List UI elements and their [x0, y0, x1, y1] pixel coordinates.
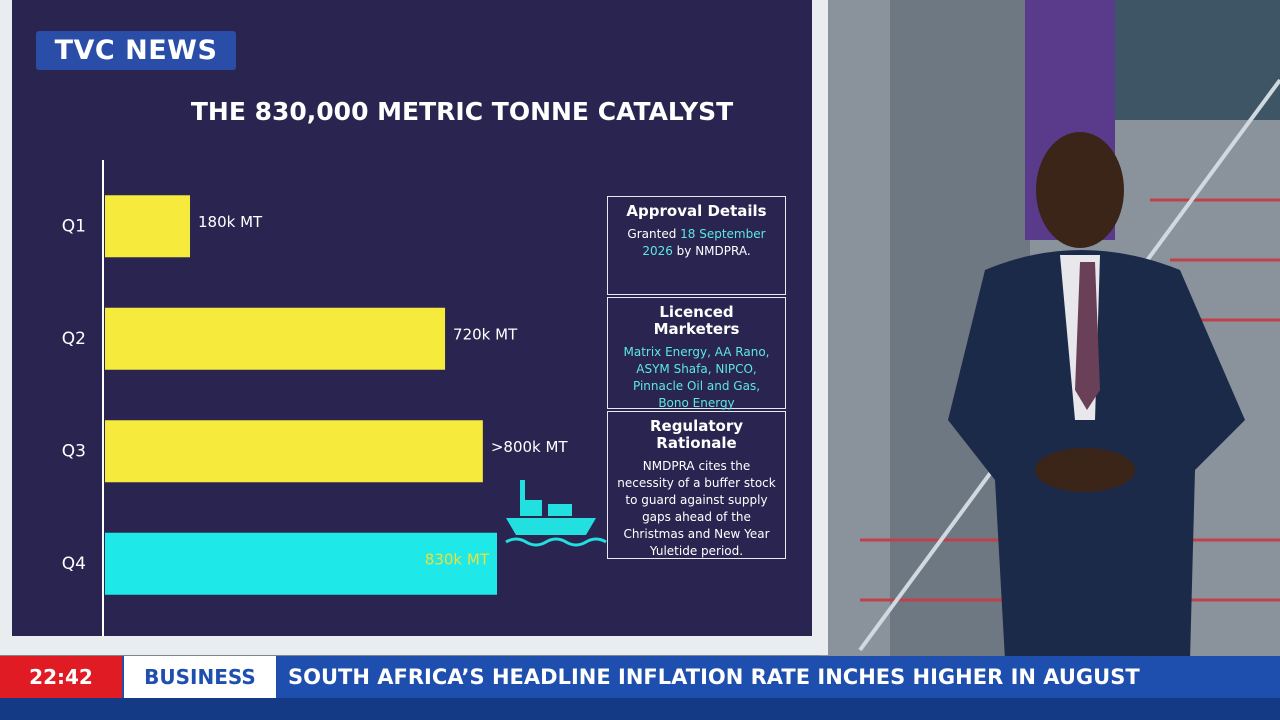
panel-text: Granted 18 September 2026 by NMDPRA.: [616, 226, 777, 260]
panel-text-date: 18 September 2026: [642, 227, 766, 258]
panel-title: Approval Details: [626, 202, 767, 220]
bar-value-label: 180k MT: [198, 213, 263, 231]
ticker-time: 22:42: [0, 656, 122, 698]
bar: [105, 195, 191, 258]
channel-logo: TVC NEWS: [36, 31, 236, 70]
panel-title: Licenced Marketers: [653, 303, 740, 338]
ticker-headline: SOUTH AFRICA’S HEADLINE INFLATION RATE I…: [288, 665, 1140, 689]
bar-value-label: 830k MT: [425, 550, 490, 568]
panel-text: Matrix Energy, AA Rano, ASYM Shafa, NIPC…: [623, 345, 770, 410]
chart-title: THE 830,000 METRIC TONNE CATALYST: [191, 97, 733, 126]
category-label: Q1: [62, 216, 86, 236]
panel-text-part: Granted: [627, 227, 681, 241]
panel-box: Regulatory Rationale NMDPRA cites the ne…: [607, 411, 786, 559]
panel-title: Regulatory Rationale: [649, 417, 744, 452]
panel-box: Approval Details Granted 18 September 20…: [607, 196, 786, 295]
category-label: Q3: [62, 441, 86, 461]
bar-value-label: >800k MT: [491, 438, 569, 456]
info-panel: Approval Details Granted 18 September 20…: [607, 196, 786, 561]
news-ticker: 22:42 BUSINESS SOUTH AFRICA’S HEADLINE I…: [0, 656, 1280, 698]
bar: [105, 420, 483, 483]
bar: [105, 532, 497, 595]
bar: [105, 307, 446, 370]
category-label: Q2: [62, 329, 86, 349]
panel-text: NMDPRA cites the necessity of a buffer s…: [617, 459, 776, 558]
panel-text-part: by NMDPRA.: [672, 244, 751, 258]
chart: THE 830,000 METRIC TONNE CATALYST Q1 180k…: [12, 0, 812, 636]
panel-box: Licenced Marketers Matrix Energy, AA Ran…: [607, 297, 786, 410]
ticker-section: BUSINESS: [124, 656, 276, 698]
bar-value-label: 720k MT: [453, 325, 518, 343]
footer-bar: [0, 698, 1280, 720]
category-label: Q4: [62, 554, 86, 574]
ship-icon: [505, 480, 607, 547]
